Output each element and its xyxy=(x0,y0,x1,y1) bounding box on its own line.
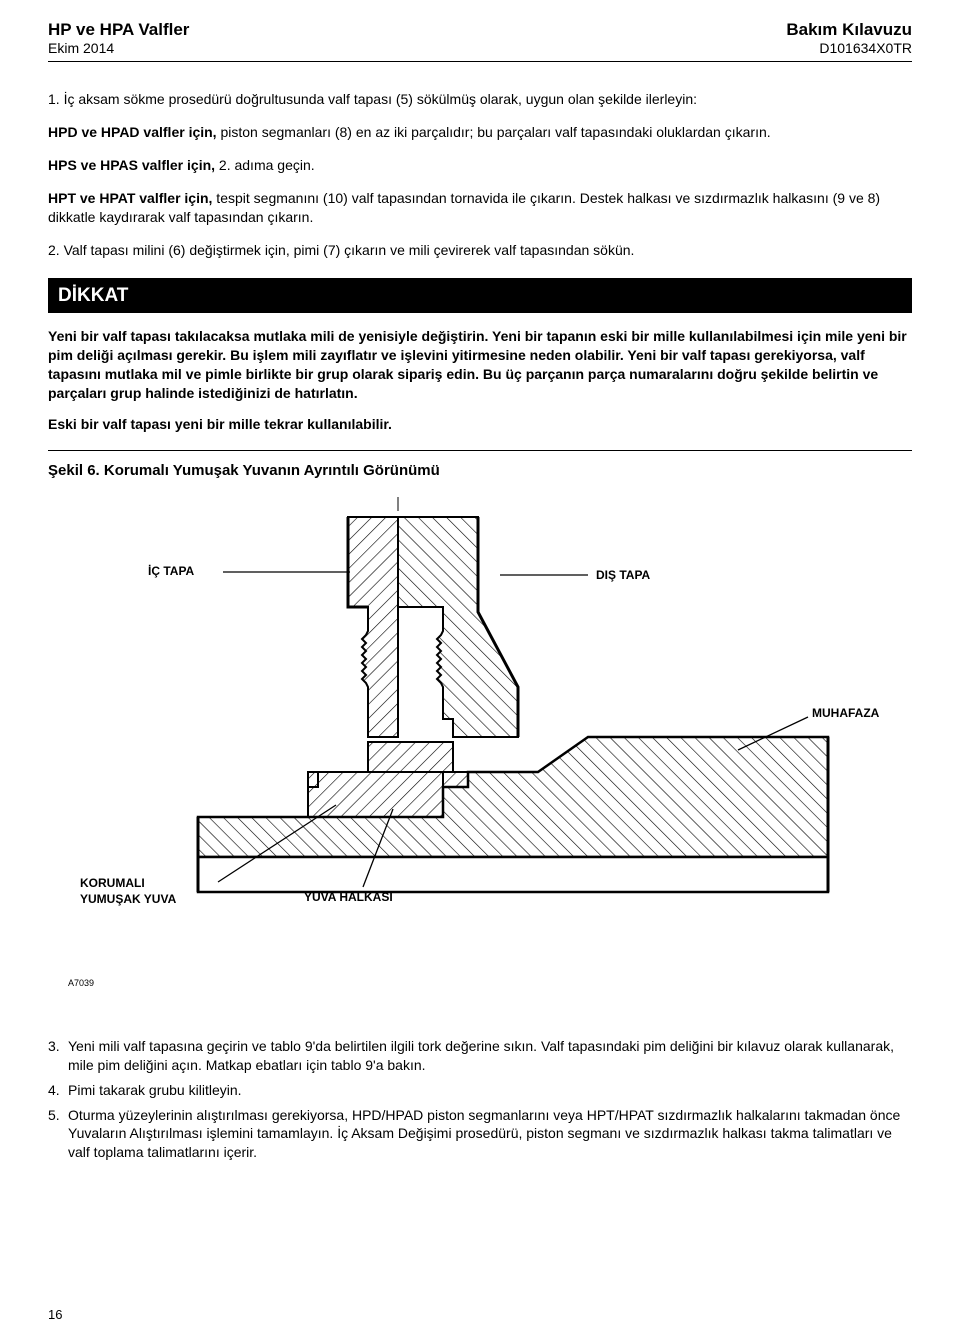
label-ic-tapa: İÇ TAPA xyxy=(148,563,194,579)
header-date: Ekim 2014 xyxy=(48,40,189,57)
step-3-num: 3. xyxy=(48,1037,68,1075)
step-1-hpt-bold: HPT ve HPAT valfler için, xyxy=(48,190,212,206)
figure-ref: A7039 xyxy=(68,977,94,989)
label-korumali: KORUMALI YUMUŞAK YUVA xyxy=(80,875,176,907)
page-header: HP ve HPA Valfler Ekim 2014 Bakım Kılavu… xyxy=(48,20,912,62)
figure-rule xyxy=(48,450,912,451)
outer-plug-shape xyxy=(398,517,518,737)
label-muhafaza: MUHAFAZA xyxy=(812,705,879,721)
seat-ring-shape xyxy=(308,772,468,817)
step-1-hpd: HPD ve HPAD valfler için, piston segmanl… xyxy=(48,123,912,142)
step-2: 2. Valf tapası milini (6) değiştirmek iç… xyxy=(48,241,912,260)
header-doc-id: D101634X0TR xyxy=(786,40,912,57)
step-5-text: Oturma yüzeylerinin alıştırılması gereki… xyxy=(68,1106,912,1163)
header-product: HP ve HPA Valfler xyxy=(48,20,189,40)
step-5-num: 5. xyxy=(48,1106,68,1163)
step-3: 3. Yeni mili valf tapasına geçirin ve ta… xyxy=(48,1037,912,1075)
step-4: 4. Pimi takarak grubu kilitleyin. xyxy=(48,1081,912,1100)
figure-6: İÇ TAPA DIŞ TAPA MUHAFAZA KORUMALI YUMUŞ… xyxy=(48,487,912,1027)
step-1-hpd-text: piston segmanları (8) en az iki parçalıd… xyxy=(217,124,771,140)
caution-heading: DİKKAT xyxy=(48,278,912,314)
page-number: 16 xyxy=(48,1307,62,1322)
figure-title: Şekil 6. Korumalı Yumuşak Yuvanın Ayrınt… xyxy=(48,461,912,481)
step-4-num: 4. xyxy=(48,1081,68,1100)
step-1-hps-text: 2. adıma geçin. xyxy=(215,157,315,173)
label-yuva-halkasi: YUVA HALKASI xyxy=(304,889,393,905)
header-right: Bakım Kılavuzu D101634X0TR xyxy=(786,20,912,57)
step-1-lead: 1. İç aksam sökme prosedürü doğrultusund… xyxy=(48,90,912,109)
step-3-text: Yeni mili valf tapasına geçirin ve tablo… xyxy=(68,1037,912,1075)
header-doc-title: Bakım Kılavuzu xyxy=(786,20,912,40)
step-1-hps: HPS ve HPAS valfler için, 2. adıma geçin… xyxy=(48,156,912,175)
step-1-hps-bold: HPS ve HPAS valfler için, xyxy=(48,157,215,173)
step-1-hpd-bold: HPD ve HPAD valfler için, xyxy=(48,124,217,140)
step-5: 5. Oturma yüzeylerinin alıştırılması ger… xyxy=(48,1106,912,1163)
label-dis-tapa: DIŞ TAPA xyxy=(596,567,650,583)
bottom-steps: 3. Yeni mili valf tapasına geçirin ve ta… xyxy=(48,1037,912,1162)
inner-plug-shape xyxy=(348,517,398,737)
header-left: HP ve HPA Valfler Ekim 2014 xyxy=(48,20,189,57)
step-1-hpt: HPT ve HPAT valfler için, tespit segmanı… xyxy=(48,189,912,227)
caution-p1: Yeni bir valf tapası takılacaksa mutlaka… xyxy=(48,327,912,403)
caution-p2: Eski bir valf tapası yeni bir mille tekr… xyxy=(48,415,912,434)
housing-shape xyxy=(198,737,828,892)
step-4-text: Pimi takarak grubu kilitleyin. xyxy=(68,1081,912,1100)
body-content: 1. İç aksam sökme prosedürü doğrultusund… xyxy=(48,90,912,1162)
